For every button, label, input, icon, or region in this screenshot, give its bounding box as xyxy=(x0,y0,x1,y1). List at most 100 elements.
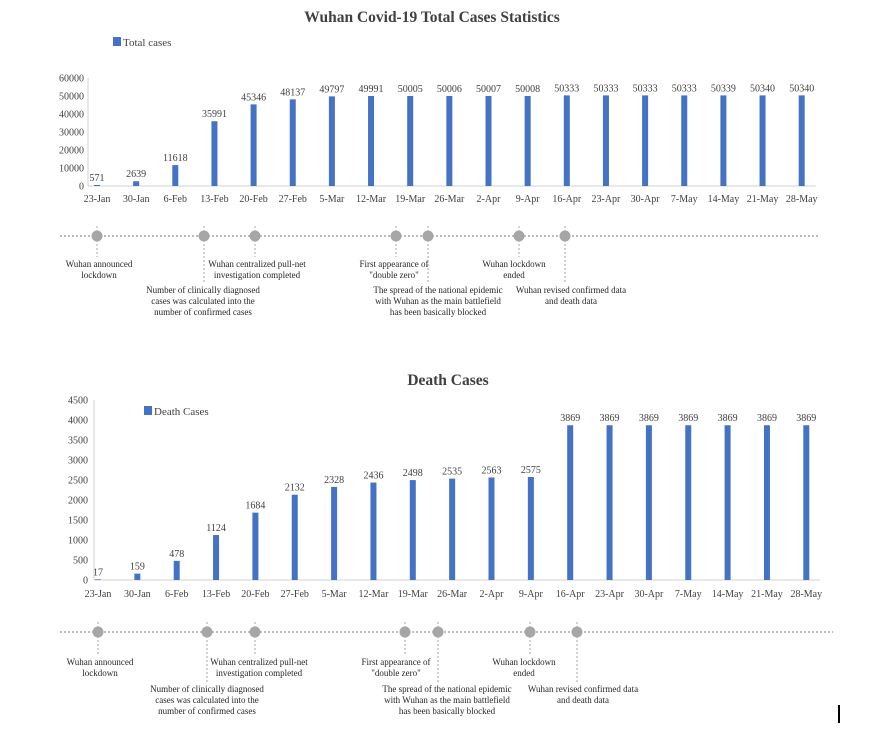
event-label: Wuhan announced xyxy=(67,657,134,667)
x-tick-label: 21-May xyxy=(751,589,783,600)
data-label: 3869 xyxy=(757,413,777,424)
event-label: The spread of the national epidemic xyxy=(373,285,502,295)
y-tick-label: 40000 xyxy=(59,110,84,121)
event-label: "double zero" xyxy=(369,270,419,280)
bar xyxy=(368,96,375,186)
data-label: 50339 xyxy=(711,83,736,94)
event-marker xyxy=(198,230,210,242)
data-label: 2639 xyxy=(126,169,146,180)
y-tick-label: 1500 xyxy=(68,516,88,527)
x-tick-label: 26-Mar xyxy=(434,194,465,205)
data-label: 2132 xyxy=(285,483,305,494)
bar xyxy=(446,95,453,186)
event-label: Number of clinically diagnosed xyxy=(150,684,264,694)
x-tick-label: 28-May xyxy=(790,589,822,600)
x-tick-label: 6-Feb xyxy=(164,194,187,205)
data-label: 35991 xyxy=(202,109,227,120)
event-label: Wuhan lockdown xyxy=(482,259,546,269)
bar xyxy=(645,425,652,580)
event-marker xyxy=(249,626,261,638)
bar xyxy=(720,95,727,186)
event-marker xyxy=(249,230,261,242)
event-label: cases was calculated into the xyxy=(155,695,258,705)
event-label: Wuhan revised confirmed data xyxy=(516,285,626,295)
x-tick-label: 13-Feb xyxy=(202,589,230,600)
data-label: 50333 xyxy=(672,83,697,94)
x-tick-label: 20-Feb xyxy=(239,194,267,205)
data-label: 50333 xyxy=(554,83,579,94)
x-tick-label: 20-Feb xyxy=(241,589,269,600)
x-tick-label: 23-Apr xyxy=(595,589,625,600)
bar xyxy=(252,512,259,580)
event-marker xyxy=(571,626,583,638)
bar xyxy=(567,425,574,580)
event-label: Wuhan centralized pull-net xyxy=(208,259,306,269)
data-label: 11618 xyxy=(163,153,188,164)
data-label: 50333 xyxy=(593,83,618,94)
data-label: 2535 xyxy=(442,467,462,478)
bar xyxy=(370,482,377,580)
y-tick-label: 1000 xyxy=(68,536,88,547)
event-marker xyxy=(92,626,104,638)
data-label: 3869 xyxy=(600,413,620,424)
y-tick-label: 50000 xyxy=(59,92,84,103)
bar xyxy=(681,95,688,186)
data-label: 3869 xyxy=(718,413,738,424)
x-tick-label: 13-Feb xyxy=(200,194,228,205)
bar xyxy=(291,494,298,580)
data-label: 49797 xyxy=(319,84,344,95)
event-label: ended xyxy=(513,668,535,678)
event-label: has been basically blocked xyxy=(390,307,487,317)
bar xyxy=(606,425,613,580)
y-tick-label: 30000 xyxy=(59,128,84,139)
x-tick-label: 28-May xyxy=(786,194,818,205)
event-marker xyxy=(422,230,434,242)
chart-title: Death Cases xyxy=(407,372,488,389)
event-label: Number of clinically diagnosed xyxy=(146,285,260,295)
event-marker xyxy=(399,626,411,638)
y-tick-label: 2500 xyxy=(68,476,88,487)
bar xyxy=(407,95,414,186)
legend-swatch xyxy=(144,406,152,415)
event-label: "double zero" xyxy=(371,668,421,678)
event-label: lockdown xyxy=(81,270,117,280)
x-tick-label: 23-Jan xyxy=(84,194,111,205)
x-tick-label: 2-Apr xyxy=(480,589,505,600)
bar xyxy=(485,95,492,186)
bar xyxy=(211,121,218,186)
event-label: with Wuhan as the main battlefield xyxy=(384,695,510,705)
data-label: 2498 xyxy=(403,468,423,479)
chart-1: Wuhan Covid-19 Total Cases Statistics Tot… xyxy=(59,9,818,317)
data-label: 45346 xyxy=(241,92,266,103)
legend-label: Total cases xyxy=(123,37,171,49)
bar xyxy=(563,95,570,186)
bar xyxy=(213,535,220,580)
event-marker xyxy=(559,230,571,242)
data-label: 50008 xyxy=(515,84,540,95)
event-marker xyxy=(201,626,213,638)
bar xyxy=(172,165,179,186)
y-tick-label: 60000 xyxy=(59,74,84,85)
event-label: The spread of the national epidemic xyxy=(382,684,511,694)
legend-label: Death Cases xyxy=(154,406,209,418)
bar xyxy=(331,486,338,580)
y-tick-label: 3500 xyxy=(68,436,88,447)
x-tick-label: 12-Mar xyxy=(358,589,389,600)
event-label: number of confirmed cases xyxy=(154,307,252,317)
x-tick-label: 14-May xyxy=(708,194,740,205)
x-tick-label: 7-May xyxy=(675,589,702,600)
bar xyxy=(724,425,731,580)
data-label: 2328 xyxy=(324,475,344,486)
data-label: 1684 xyxy=(245,501,265,512)
event-label: has been basically blocked xyxy=(399,706,496,716)
bar xyxy=(803,425,810,580)
event-label: and death data xyxy=(545,296,597,306)
x-tick-label: 27-Feb xyxy=(279,194,307,205)
y-tick-label: 0 xyxy=(83,576,88,587)
chart-2: Death Cases Death Cases 0 500 1000 1500 2000 25… xyxy=(60,372,833,716)
event-label: investigation completed xyxy=(216,668,303,678)
event-label: Wuhan lockdown xyxy=(492,657,556,667)
x-tick-label: 30-Jan xyxy=(123,194,150,205)
